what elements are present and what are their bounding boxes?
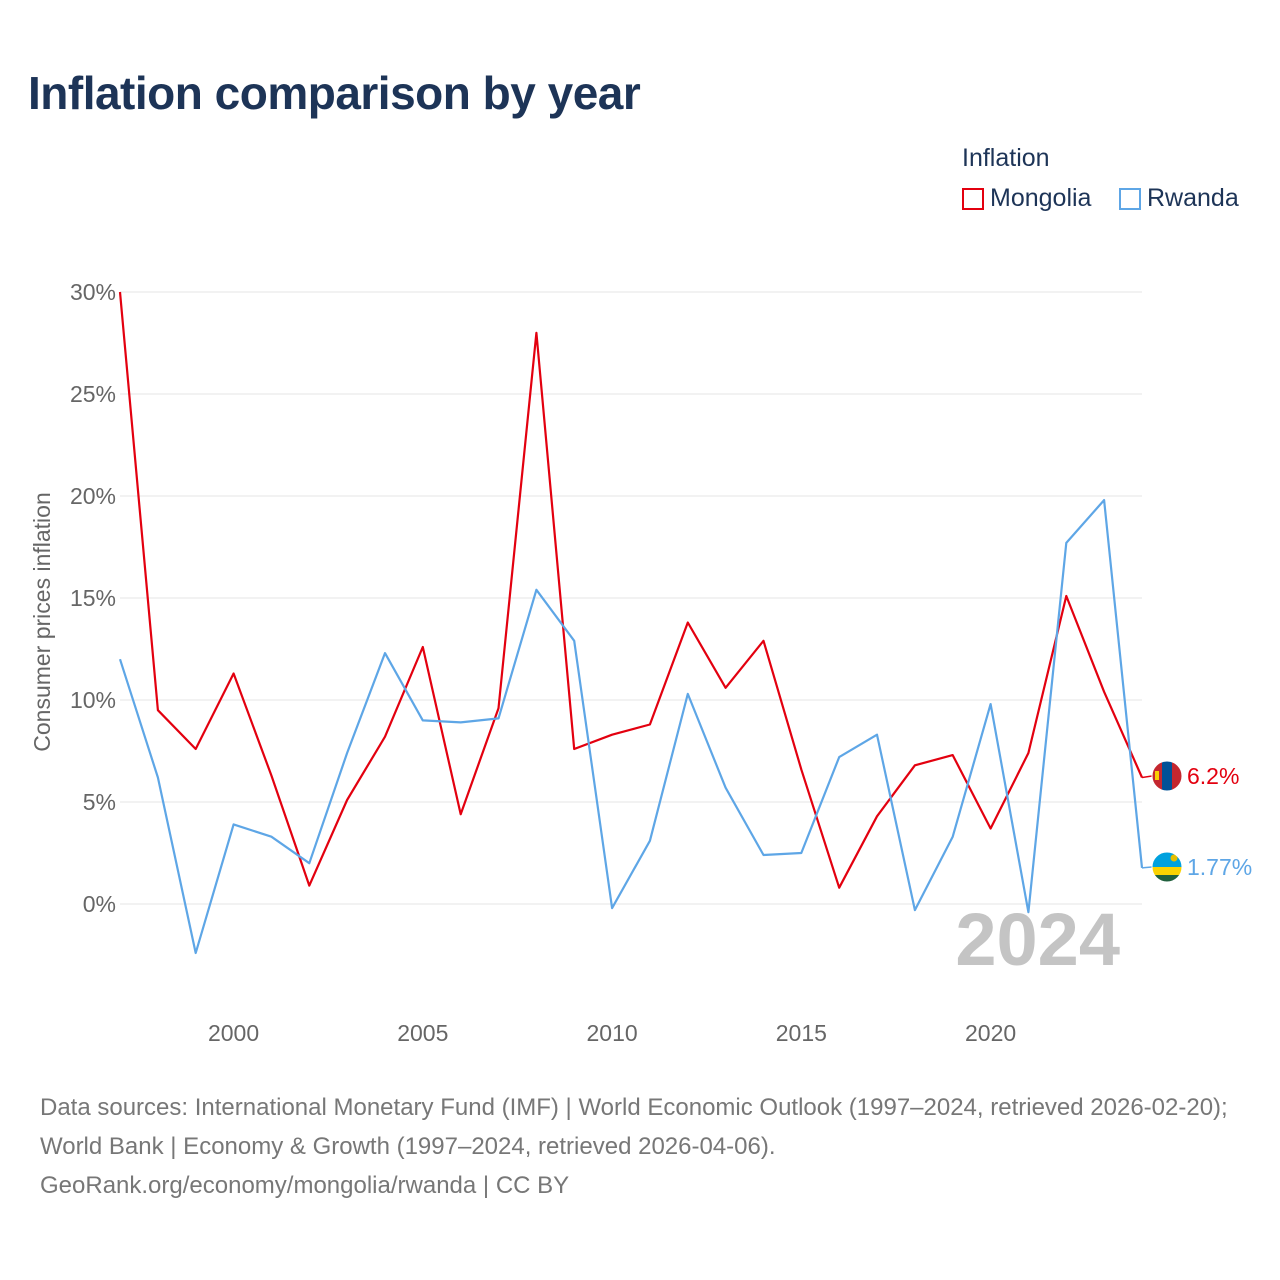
legend-title: Inflation — [962, 144, 1050, 172]
data-point-mongolia-2012[interactable] — [685, 619, 691, 625]
x-tick-label: 2020 — [965, 1020, 1016, 1046]
data-point-mongolia-2001[interactable] — [268, 772, 274, 778]
data-point-rwanda-2007[interactable] — [496, 715, 502, 721]
data-point-rwanda-2012[interactable] — [685, 691, 691, 697]
data-point-rwanda-2019[interactable] — [950, 834, 956, 840]
data-point-rwanda-2010[interactable] — [609, 905, 615, 911]
data-point-mongolia-2014[interactable] — [760, 638, 766, 644]
y-axis-label: Consumer prices inflation — [29, 492, 55, 752]
x-tick-label: 2000 — [208, 1020, 259, 1046]
data-point-rwanda-2015[interactable] — [798, 850, 804, 856]
end-connector-rwanda — [1141, 866, 1153, 869]
data-point-mongolia-2005[interactable] — [420, 644, 426, 650]
data-point-rwanda-2000[interactable] — [231, 821, 237, 827]
gridlines — [120, 291, 1142, 905]
page-title: Inflation comparison by year — [28, 67, 641, 119]
data-sources: Data sources: International Monetary Fun… — [40, 1094, 1228, 1160]
data-point-rwanda-2008[interactable] — [533, 587, 539, 593]
data-point-rwanda-2017[interactable] — [874, 732, 880, 738]
data-point-mongolia-2009[interactable] — [571, 746, 577, 752]
footer: Data sources: International Monetary Fun… — [40, 1088, 1250, 1205]
legend-swatch-mongolia — [962, 187, 984, 210]
data-point-mongolia-2004[interactable] — [382, 734, 388, 740]
line-chart: 2024 0% 5% 10% 15% 20% 25% 30% 2000 2005 2010 201… — [29, 279, 1252, 1046]
data-point-rwanda-2021[interactable] — [1025, 909, 1031, 915]
y-axis-ticks: 0% 5% 10% 15% 20% 25% 30% — [70, 279, 116, 917]
data-point-mongolia-2015[interactable] — [798, 766, 804, 772]
y-tick-label: 0% — [83, 891, 116, 917]
series-mongolia: 6.2% — [117, 289, 1239, 891]
y-tick-label: 25% — [70, 381, 116, 407]
data-point-rwanda-2003[interactable] — [344, 750, 350, 756]
data-point-mongolia-2008[interactable] — [533, 330, 539, 336]
data-point-rwanda-2002[interactable] — [306, 860, 312, 866]
rwanda-flag-icon — [1152, 852, 1182, 882]
y-tick-label: 30% — [70, 279, 116, 305]
data-point-mongolia-2003[interactable] — [344, 797, 350, 803]
legend-swatch-rwanda — [1119, 187, 1141, 210]
data-point-mongolia-2023[interactable] — [1101, 689, 1107, 695]
y-tick-label: 15% — [70, 585, 116, 611]
data-point-rwanda-2001[interactable] — [268, 834, 274, 840]
x-tick-label: 2015 — [776, 1020, 827, 1046]
data-point-rwanda-1999[interactable] — [193, 950, 199, 956]
y-tick-label: 20% — [70, 483, 116, 509]
data-point-rwanda-2014[interactable] — [760, 852, 766, 858]
data-point-mongolia-2017[interactable] — [874, 813, 880, 819]
data-point-rwanda-2020[interactable] — [988, 701, 994, 707]
data-point-mongolia-1999[interactable] — [193, 746, 199, 752]
series-line-mongolia[interactable] — [118, 291, 1144, 889]
data-point-mongolia-2013[interactable] — [723, 685, 729, 691]
y-tick-label: 10% — [70, 687, 116, 713]
data-point-rwanda-2004[interactable] — [382, 650, 388, 656]
mongolia-flag-icon — [1152, 761, 1182, 791]
series-line-rwanda[interactable] — [118, 499, 1144, 955]
end-value-label-mongolia: 6.2% — [1187, 763, 1239, 789]
data-point-rwanda-2009[interactable] — [571, 638, 577, 644]
data-point-mongolia-2006[interactable] — [458, 811, 464, 817]
data-point-rwanda-2013[interactable] — [723, 785, 729, 791]
data-point-mongolia-2016[interactable] — [836, 885, 842, 891]
legend-label-mongolia: Mongolia — [990, 184, 1092, 212]
data-point-mongolia-2022[interactable] — [1063, 593, 1069, 599]
data-point-mongolia-2021[interactable] — [1025, 750, 1031, 756]
data-point-rwanda-2006[interactable] — [458, 719, 464, 725]
x-tick-label: 2005 — [397, 1020, 448, 1046]
data-point-rwanda-2022[interactable] — [1063, 540, 1069, 546]
legend-label-rwanda: Rwanda — [1147, 184, 1239, 212]
data-point-rwanda-2016[interactable] — [836, 754, 842, 760]
data-point-rwanda-2023[interactable] — [1101, 497, 1107, 503]
data-point-mongolia-2000[interactable] — [231, 670, 237, 676]
legend-item-rwanda[interactable]: Rwanda — [1119, 184, 1239, 213]
year-watermark: 2024 — [955, 898, 1120, 981]
x-axis-ticks: 2000 2005 2010 2015 2020 — [208, 1020, 1016, 1046]
data-point-mongolia-1997[interactable] — [117, 289, 123, 295]
data-point-mongolia-2011[interactable] — [647, 721, 653, 727]
data-point-mongolia-2010[interactable] — [609, 732, 615, 738]
data-point-rwanda-2011[interactable] — [647, 838, 653, 844]
data-point-rwanda-1997[interactable] — [117, 656, 123, 662]
data-point-mongolia-1998[interactable] — [155, 707, 161, 713]
data-point-mongolia-2002[interactable] — [306, 883, 312, 889]
credit-link[interactable]: GeoRank.org/economy/mongolia/rwanda | CC… — [40, 1172, 570, 1199]
end-value-label-rwanda: 1.77% — [1187, 854, 1252, 880]
data-point-rwanda-2005[interactable] — [420, 717, 426, 723]
data-point-mongolia-2020[interactable] — [988, 826, 994, 832]
data-point-mongolia-2019[interactable] — [950, 752, 956, 758]
x-tick-label: 2010 — [586, 1020, 637, 1046]
end-connector-mongolia — [1141, 775, 1153, 779]
data-point-mongolia-2018[interactable] — [912, 762, 918, 768]
series-rwanda: 1.77% — [117, 497, 1252, 956]
series-layer: 6.2% 1.77% — [117, 289, 1252, 956]
legend-item-mongolia[interactable]: Mongolia — [962, 184, 1091, 213]
data-point-rwanda-1998[interactable] — [155, 775, 161, 781]
y-tick-label: 5% — [83, 789, 116, 815]
data-point-rwanda-2018[interactable] — [912, 907, 918, 913]
